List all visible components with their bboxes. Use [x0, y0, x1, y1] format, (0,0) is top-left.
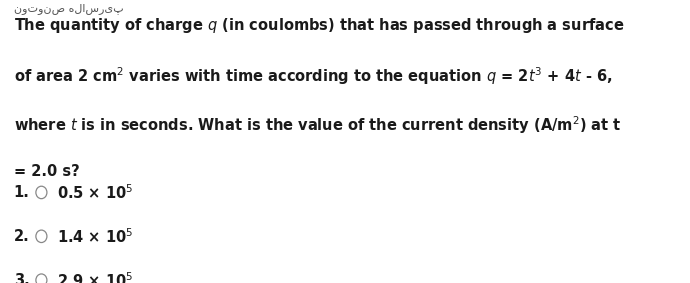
Text: 2.9 × 10$^5$: 2.9 × 10$^5$ [57, 271, 133, 283]
Text: 2.: 2. [14, 229, 30, 244]
Text: 3.: 3. [14, 273, 30, 283]
Text: 1.: 1. [14, 185, 30, 200]
Text: نوتونص هلاسریپ: نوتونص هلاسریپ [14, 3, 124, 14]
Text: = 2.0 s?: = 2.0 s? [14, 164, 79, 179]
Text: 1.4 × 10$^5$: 1.4 × 10$^5$ [57, 227, 133, 246]
Text: 0.5 × 10$^5$: 0.5 × 10$^5$ [57, 183, 133, 202]
Text: The quantity of charge $q$ (in coulombs) that has passed through a surface: The quantity of charge $q$ (in coulombs)… [14, 16, 624, 35]
Text: where $t$ is in seconds. What is the value of the current density (A/m$^2$) at t: where $t$ is in seconds. What is the val… [14, 115, 621, 136]
Text: of area 2 cm$^2$ varies with time according to the equation $q$ = 2$t^3$ + 4$t$ : of area 2 cm$^2$ varies with time accord… [14, 65, 613, 87]
